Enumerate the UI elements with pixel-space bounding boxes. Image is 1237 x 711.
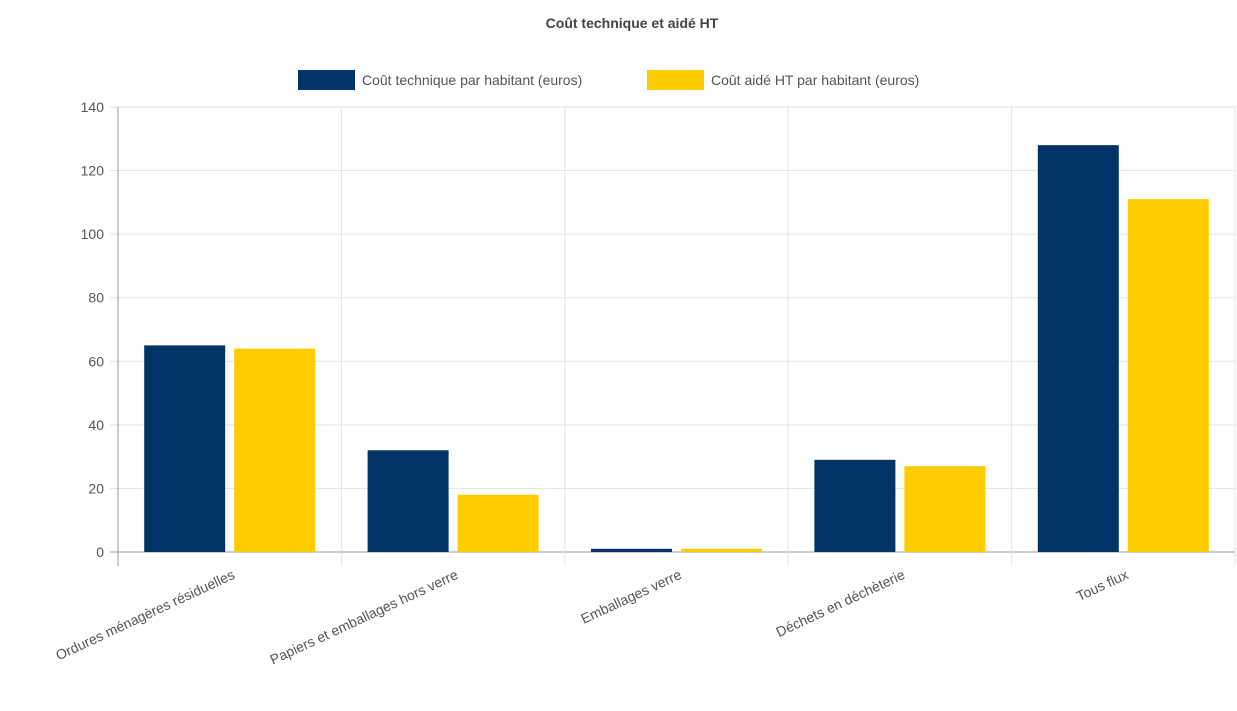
x-tick-label: Emballages verre	[578, 566, 684, 627]
y-tick-label: 80	[88, 290, 104, 306]
x-tick-label: Tous flux	[1074, 566, 1131, 604]
y-tick-label: 0	[96, 544, 104, 560]
bar-aide-2[interactable]	[681, 548, 762, 552]
bars	[144, 145, 1209, 552]
bar-technique-3[interactable]	[814, 459, 896, 552]
chart-title: Coût technique et aidé HT	[546, 15, 719, 31]
legend-swatch-technique	[298, 70, 355, 90]
legend-label-technique: Coût technique par habitant (euros)	[362, 72, 582, 88]
bar-technique-4[interactable]	[1037, 145, 1119, 552]
legend-swatch-aide	[647, 70, 704, 90]
bar-aide-4[interactable]	[1127, 199, 1209, 552]
bar-aide-3[interactable]	[904, 466, 986, 552]
legend: Coût technique par habitant (euros) Coût…	[298, 70, 919, 90]
x-tick-label: Ordures ménagères résiduelles	[53, 566, 237, 663]
y-tick-label: 40	[88, 417, 104, 433]
y-tick-label: 100	[81, 226, 105, 242]
bar-technique-1[interactable]	[367, 450, 449, 552]
y-tick-label: 120	[81, 163, 105, 179]
bar-aide-1[interactable]	[457, 494, 539, 552]
legend-label-aide: Coût aidé HT par habitant (euros)	[711, 72, 919, 88]
legend-item-aide[interactable]: Coût aidé HT par habitant (euros)	[647, 70, 919, 90]
y-tick-label: 60	[88, 353, 104, 369]
x-tick-label: Papiers et emballages hors verre	[267, 566, 460, 667]
y-axis-ticks: 0 20 40 60 80 100 120 140	[81, 99, 105, 560]
y-tick-label: 20	[88, 480, 104, 496]
bar-technique-0[interactable]	[144, 345, 226, 552]
legend-item-technique[interactable]: Coût technique par habitant (euros)	[298, 70, 582, 90]
x-axis-ticks: Ordures ménagères résiduelles Papiers et …	[53, 566, 1130, 667]
x-tick-label: Déchets en déchèterie	[773, 566, 907, 640]
bar-aide-0[interactable]	[234, 348, 316, 552]
bar-technique-2[interactable]	[591, 548, 672, 552]
y-tick-label: 140	[81, 99, 105, 115]
